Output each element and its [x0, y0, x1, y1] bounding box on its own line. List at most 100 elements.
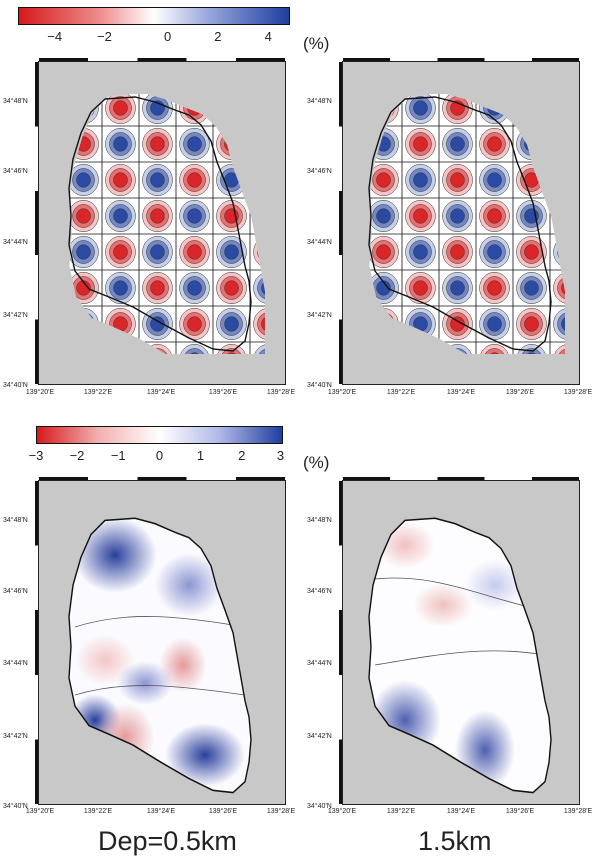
checker-cell	[369, 344, 399, 354]
checker-cell	[216, 94, 247, 124]
lon-label: 139°26'E	[208, 808, 238, 815]
checker-cell	[179, 128, 210, 160]
checker-cell	[405, 272, 436, 304]
colorbar-tick: 1	[196, 448, 205, 463]
lon-label: 139°20'E	[25, 808, 55, 815]
checker-cell	[105, 200, 136, 232]
lat-label: 34°42'N	[3, 733, 28, 740]
checker-cell	[516, 344, 547, 354]
checker-cell	[479, 308, 510, 340]
checker-cell	[105, 344, 136, 354]
checker-cell	[479, 344, 510, 354]
checker-cell	[253, 344, 265, 354]
checker-cell	[142, 94, 173, 124]
checker-cell	[216, 344, 247, 354]
checker-cell	[105, 94, 136, 124]
checker-cell	[253, 164, 265, 196]
lat-label: 34°42'N	[307, 733, 332, 740]
lat-label: 34°48'N	[307, 98, 332, 105]
checker-cell	[216, 164, 247, 196]
map-panel-top-left	[35, 58, 286, 385]
checker-cell	[142, 236, 173, 268]
checker-cell	[179, 272, 210, 304]
colorbar-tick: 0	[155, 448, 164, 463]
checker-cell	[253, 308, 265, 340]
lon-label: 139°26'E	[505, 808, 535, 815]
lon-label: 139°22'E	[386, 389, 416, 396]
checker-cell	[179, 200, 210, 232]
lon-label: 139°24'E	[146, 808, 176, 815]
caption-depth-right: 1.5km	[418, 826, 492, 856]
checker-cell	[442, 236, 473, 268]
checker-cell	[405, 200, 436, 232]
checker-cell	[553, 94, 565, 124]
checker-cell	[69, 164, 99, 196]
checker-cell	[142, 272, 173, 304]
checker-cell	[253, 272, 265, 304]
lon-label: 139°20'E	[327, 389, 357, 396]
checker-cell	[105, 164, 136, 196]
checker-cell	[142, 200, 173, 232]
lat-label: 34°46'N	[307, 588, 332, 595]
checker-cell	[69, 308, 99, 340]
lon-label: 139°28'E	[266, 389, 296, 396]
map-panel-top-right	[339, 58, 580, 385]
checker-cell	[516, 200, 547, 232]
lat-label: 34°48'N	[307, 517, 332, 524]
lon-label: 139°20'E	[25, 389, 55, 396]
checker-cell	[442, 200, 473, 232]
colorbar-bottom-unit: (%)	[303, 453, 330, 472]
caption-depth-left: Dep=0.5km	[98, 826, 237, 856]
checker-cell	[442, 308, 473, 340]
lon-label: 139°22'E	[386, 808, 416, 815]
checker-cell	[69, 344, 99, 354]
lon-label: 139°24'E	[446, 389, 476, 396]
checker-cell	[105, 308, 136, 340]
lat-label: 34°48'N	[3, 98, 28, 105]
checker-cell	[442, 94, 473, 124]
checker-cell	[553, 200, 565, 232]
checker-cell	[553, 164, 565, 196]
lon-label: 139°24'E	[146, 389, 176, 396]
lat-label: 34°40'N	[307, 382, 332, 389]
lat-label: 34°44'N	[307, 660, 332, 667]
checker-cell	[405, 308, 436, 340]
checker-cell	[516, 236, 547, 268]
lat-label: 34°46'N	[3, 168, 28, 175]
checker-cell	[142, 308, 173, 340]
colorbar-tick: 3	[276, 448, 285, 463]
checker-cell	[442, 164, 473, 196]
lat-label: 34°42'N	[3, 312, 28, 319]
checker-cell	[69, 200, 99, 232]
lat-label: 34°48'N	[3, 517, 28, 524]
checker-cell	[105, 272, 136, 304]
map-panel-bottom-right	[339, 477, 580, 805]
checker-cell	[105, 236, 136, 268]
lon-label: 139°24'E	[446, 808, 476, 815]
checker-cell	[69, 236, 99, 268]
checker-cell	[216, 200, 247, 232]
checker-cell	[479, 236, 510, 268]
lat-label: 34°46'N	[3, 588, 28, 595]
lat-label: 34°42'N	[307, 312, 332, 319]
colorbar-tick: −4	[47, 29, 63, 44]
checker-cell	[516, 308, 547, 340]
checker-cell	[442, 128, 473, 160]
checker-cell	[479, 128, 510, 160]
checker-cell	[405, 94, 436, 124]
checker-cell	[516, 94, 547, 124]
checker-cell	[216, 128, 247, 160]
checker-cell	[142, 128, 173, 160]
lat-label: 34°40'N	[307, 803, 332, 810]
colorbar-tick: −2	[69, 448, 85, 463]
checker-cell	[179, 164, 210, 196]
island-anomaly	[368, 517, 552, 794]
lat-label: 34°44'N	[307, 239, 332, 246]
colorbar-bottom	[36, 426, 283, 444]
checker-cell	[179, 308, 210, 340]
colorbar-top-ticks: −4 −2 0 2 4	[18, 27, 290, 47]
lon-label: 139°28'E	[563, 389, 593, 396]
checker-cell	[253, 200, 265, 232]
checker-cell	[69, 128, 99, 160]
colorbar-tick: 0	[163, 29, 172, 44]
